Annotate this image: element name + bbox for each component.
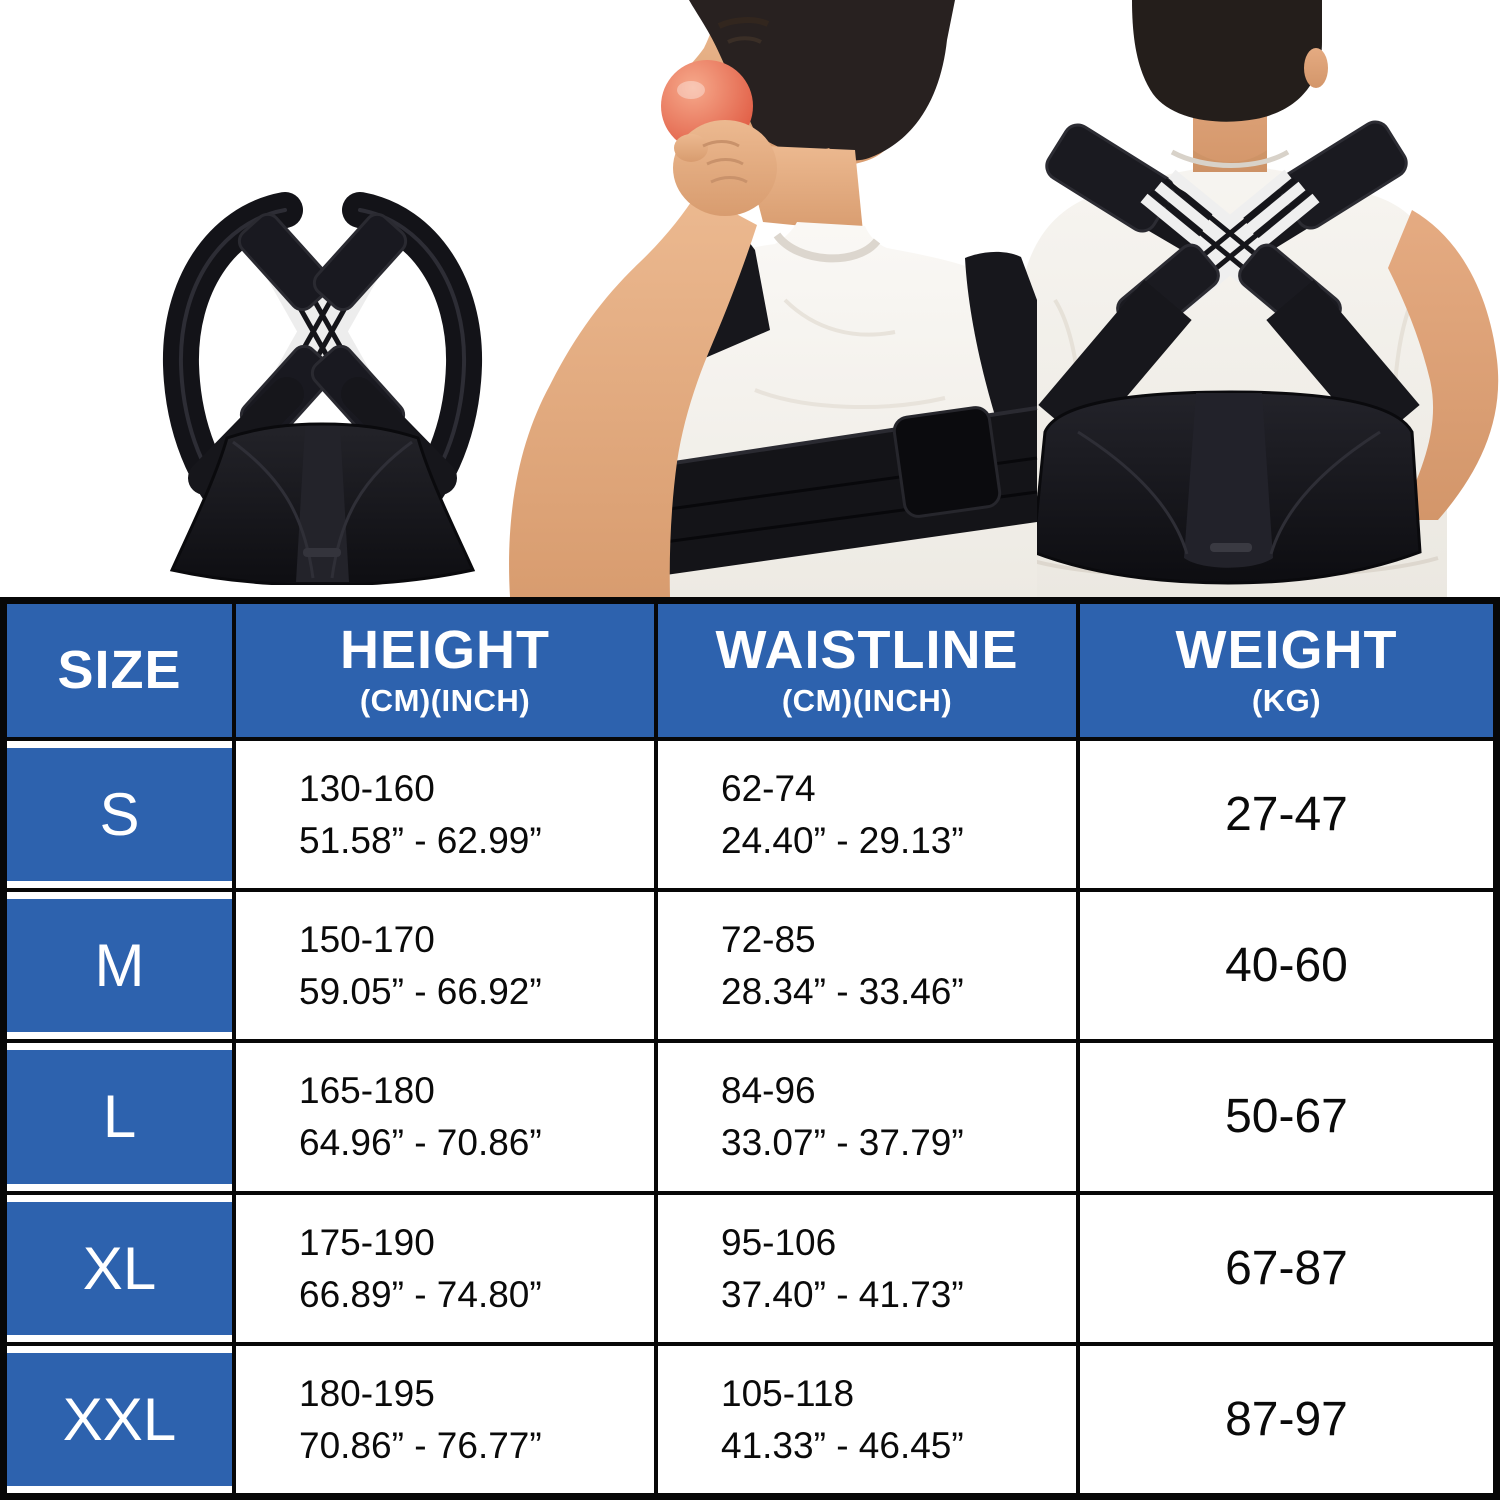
col-header-size: SIZE — [7, 604, 232, 737]
size-label: S — [7, 748, 232, 882]
size-label: XL — [7, 1201, 232, 1335]
front-man-arm — [509, 193, 757, 597]
height-cell-xxl: 180-195 70.86” - 76.77” — [236, 1345, 654, 1493]
front-man-thumb — [674, 134, 708, 162]
height-cell-s: 130-160 51.58” - 62.99” — [236, 741, 654, 889]
tshirt-wrinkle — [783, 298, 896, 337]
weight-cell-m: 40-60 — [1080, 892, 1493, 1040]
finger-lines — [702, 140, 748, 184]
size-cell-m: M — [7, 892, 232, 1040]
photo-man-back — [960, 0, 1499, 597]
brace-strap-right-shoulder — [965, 251, 1037, 432]
waist-cm: 84-96 — [721, 1070, 816, 1112]
brace-lower-strap-right — [1266, 279, 1420, 446]
size-cell-xl: XL — [7, 1194, 232, 1342]
size-label: XXL — [7, 1352, 232, 1486]
weight-kg: 67-87 — [1225, 1241, 1348, 1295]
back-man-hair — [1132, 0, 1322, 122]
weight-kg: 40-60 — [1225, 939, 1348, 993]
size-chart-table: SIZE HEIGHT (CM)(INCH) WAISTLINE (CM)(IN… — [0, 597, 1500, 1500]
col-header-weight: WEIGHT (KG) — [1080, 604, 1493, 737]
tshirt-wrinkle — [754, 388, 946, 410]
product-photo-brace — [162, 192, 483, 585]
waist-cm: 72-85 — [721, 919, 816, 961]
weight-cell-xl: 67-87 — [1080, 1194, 1493, 1342]
waistline-cell-s: 62-74 24.40” - 29.13” — [658, 741, 1076, 889]
waist-cm: 105-118 — [721, 1372, 855, 1414]
weight-kg: 27-47 — [1225, 788, 1348, 842]
size-cell-xxl: XXL — [7, 1345, 232, 1493]
collar-back — [1170, 149, 1290, 168]
eye — [727, 36, 762, 44]
collar — [773, 232, 881, 263]
waist-inch: 41.33” - 46.45” — [721, 1424, 964, 1466]
weight-kg: 50-67 — [1225, 1090, 1348, 1144]
height-cm: 175-190 — [299, 1221, 435, 1263]
height-cell-l: 165-180 64.96” - 70.86” — [236, 1043, 654, 1191]
back-man-ear — [1304, 48, 1328, 88]
height-inch: 66.89” - 74.80” — [299, 1273, 542, 1315]
waist-inch: 37.40” - 41.73” — [721, 1273, 964, 1315]
waistline-cell-l: 84-96 33.07” - 37.79” — [658, 1043, 1076, 1191]
height-cell-m: 150-170 59.05” - 66.92” — [236, 892, 654, 1040]
waist-inch: 33.07” - 37.79” — [721, 1122, 964, 1164]
size-label: M — [7, 899, 232, 1033]
weight-kg: 87-97 — [1225, 1392, 1348, 1446]
height-inch: 51.58” - 62.99” — [299, 820, 542, 862]
waist-cm: 95-106 — [721, 1221, 837, 1263]
weight-cell-xxl: 87-97 — [1080, 1345, 1493, 1493]
waist-inch: 24.40” - 29.13” — [721, 820, 964, 862]
height-cell-xl: 175-190 66.89” - 74.80” — [236, 1194, 654, 1342]
waist-inch: 28.34” - 33.46” — [721, 971, 964, 1013]
col-header-waistline: WAISTLINE (CM)(INCH) — [658, 604, 1076, 737]
size-cell-l: L — [7, 1043, 232, 1191]
product-photo-strip — [0, 0, 1500, 597]
height-cm: 180-195 — [299, 1372, 435, 1414]
waistline-cell-m: 72-85 28.34” - 33.46” — [658, 892, 1076, 1040]
weight-cell-s: 27-47 — [1080, 741, 1493, 889]
eyebrow — [717, 17, 770, 29]
waist-cm: 62-74 — [721, 768, 816, 810]
back-support-panel — [1031, 390, 1422, 585]
col-header-height: HEIGHT (CM)(INCH) — [236, 604, 654, 737]
height-cm: 150-170 — [299, 919, 435, 961]
size-cell-s: S — [7, 741, 232, 889]
size-label: L — [7, 1050, 232, 1184]
belt-velcro-tab — [892, 406, 1002, 518]
height-cm: 130-160 — [299, 768, 435, 810]
back-man-right-arm — [1388, 210, 1499, 520]
waistline-cell-xl: 95-106 37.40” - 41.73” — [658, 1194, 1076, 1342]
weight-cell-l: 50-67 — [1080, 1043, 1493, 1191]
height-cm: 165-180 — [299, 1070, 435, 1112]
waistline-cell-xxl: 105-118 41.33” - 46.45” — [658, 1345, 1076, 1493]
brace-waist-panel — [169, 422, 476, 585]
height-inch: 59.05” - 66.92” — [299, 971, 542, 1013]
photo-man-front — [509, 0, 1038, 597]
height-inch: 64.96” - 70.86” — [299, 1122, 542, 1164]
brace-logo-mark — [1210, 543, 1252, 552]
brace-logo-mark — [303, 548, 341, 557]
height-inch: 70.86” - 76.77” — [299, 1424, 542, 1466]
apple-highlight — [677, 81, 705, 99]
